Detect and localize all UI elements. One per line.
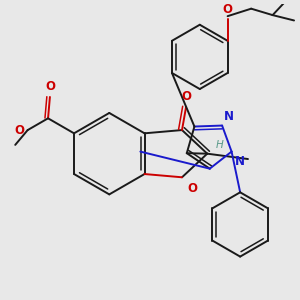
Text: O: O bbox=[14, 124, 24, 136]
Text: N: N bbox=[235, 155, 245, 168]
Text: O: O bbox=[188, 182, 197, 195]
Text: O: O bbox=[223, 3, 232, 16]
Text: N: N bbox=[224, 110, 234, 123]
Text: O: O bbox=[181, 90, 191, 103]
Text: H: H bbox=[216, 140, 224, 151]
Text: O: O bbox=[45, 80, 55, 93]
